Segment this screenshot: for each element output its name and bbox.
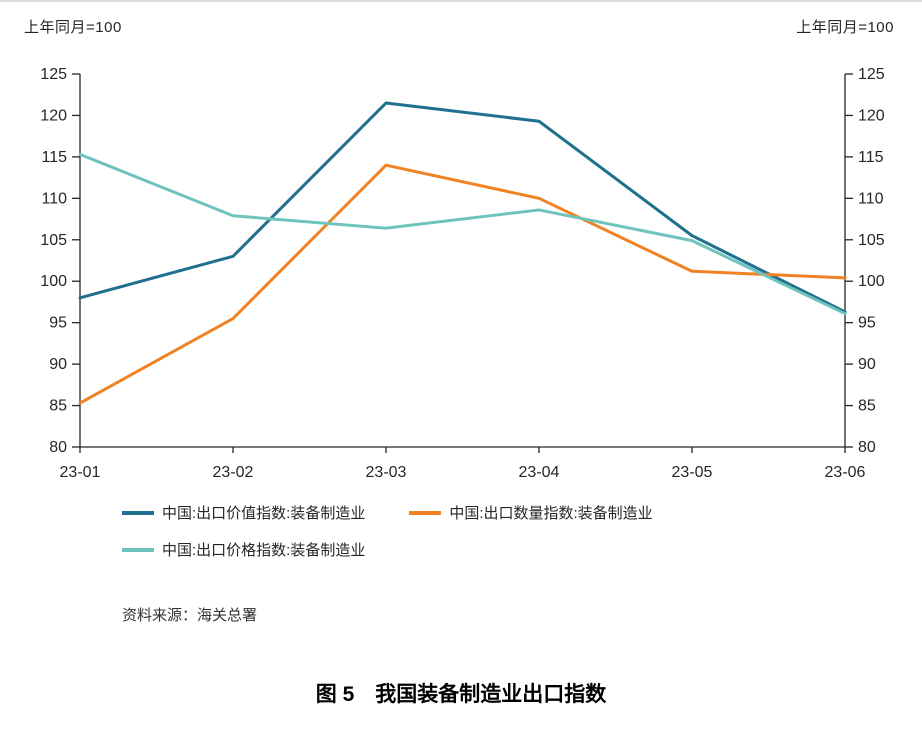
y-tick-label-left: 90 xyxy=(49,356,67,373)
figure-title: 图 5 我国装备制造业出口指数 xyxy=(315,683,607,706)
y-tick-label-right: 120 xyxy=(858,107,885,124)
y-tick-label-left: 95 xyxy=(49,315,67,332)
y-tick-label-right: 100 xyxy=(858,273,885,290)
legend-row-1: 中国:出口价值指数:装备制造业 中国:出口数量指数:装备制造业 xyxy=(122,502,822,523)
x-tick-label: 23-03 xyxy=(366,464,407,481)
export-quantity-line-swatch xyxy=(409,510,442,515)
y-tick-label-left: 105 xyxy=(40,232,67,249)
legend-item-export-quantity-index: 中国:出口数量指数:装备制造业 xyxy=(409,502,653,523)
y-tick-label-right: 125 xyxy=(858,66,885,83)
chart-legend: 中国:出口价值指数:装备制造业 中国:出口数量指数:装备制造业 中国:出口价格指… xyxy=(122,502,822,576)
y-tick-label-right: 90 xyxy=(858,356,876,373)
y-tick-label-right: 105 xyxy=(858,232,885,249)
legend-item-export-value-index: 中国:出口价值指数:装备制造业 xyxy=(122,502,365,523)
legend-label-export-quantity: 中国:出口数量指数:装备制造业 xyxy=(449,505,653,522)
left-axis-unit-label: 上年同月=100 xyxy=(24,19,122,36)
legend-label-export-price: 中国:出口价格指数:装备制造业 xyxy=(162,542,366,559)
x-tick-label: 23-06 xyxy=(825,464,866,481)
export-price-line-swatch xyxy=(122,547,154,552)
export-value-line-swatch xyxy=(122,510,154,515)
line-chart: 80 80 85 85 90 90 95 95 100 100 105 105 110 110 115 115… xyxy=(40,66,885,481)
y-tick-label-right: 115 xyxy=(858,149,884,166)
y-tick-label-left: 115 xyxy=(41,149,67,166)
legend-label-export-value: 中国:出口价值指数:装备制造业 xyxy=(162,505,366,522)
y-tick-label-right: 110 xyxy=(858,190,884,207)
y-tick-label-right: 95 xyxy=(858,315,876,332)
y-tick-label-left: 85 xyxy=(49,398,67,415)
x-tick-label: 23-05 xyxy=(672,464,713,481)
source-note: 资料来源：海关总署 xyxy=(122,607,258,624)
series-line-0 xyxy=(78,101,847,314)
series-line-2 xyxy=(78,152,847,316)
x-tick-label: 23-02 xyxy=(213,464,254,481)
right-axis-unit-label: 上年同月=100 xyxy=(796,19,894,36)
x-tick-label: 23-01 xyxy=(60,464,101,481)
series-line-1 xyxy=(78,163,847,405)
legend-row-2: 中国:出口价格指数:装备制造业 xyxy=(122,539,822,560)
y-tick-label-left: 120 xyxy=(40,107,67,124)
y-tick-label-left: 100 xyxy=(40,273,67,290)
y-tick-label-left: 110 xyxy=(41,190,67,207)
x-tick-label: 23-04 xyxy=(519,464,560,481)
y-tick-label-left: 125 xyxy=(40,66,67,83)
y-tick-label-right: 85 xyxy=(858,398,876,415)
y-tick-label-right: 80 xyxy=(858,439,876,456)
y-tick-label-left: 80 xyxy=(49,439,67,456)
legend-item-export-price-index: 中国:出口价格指数:装备制造业 xyxy=(122,539,365,560)
